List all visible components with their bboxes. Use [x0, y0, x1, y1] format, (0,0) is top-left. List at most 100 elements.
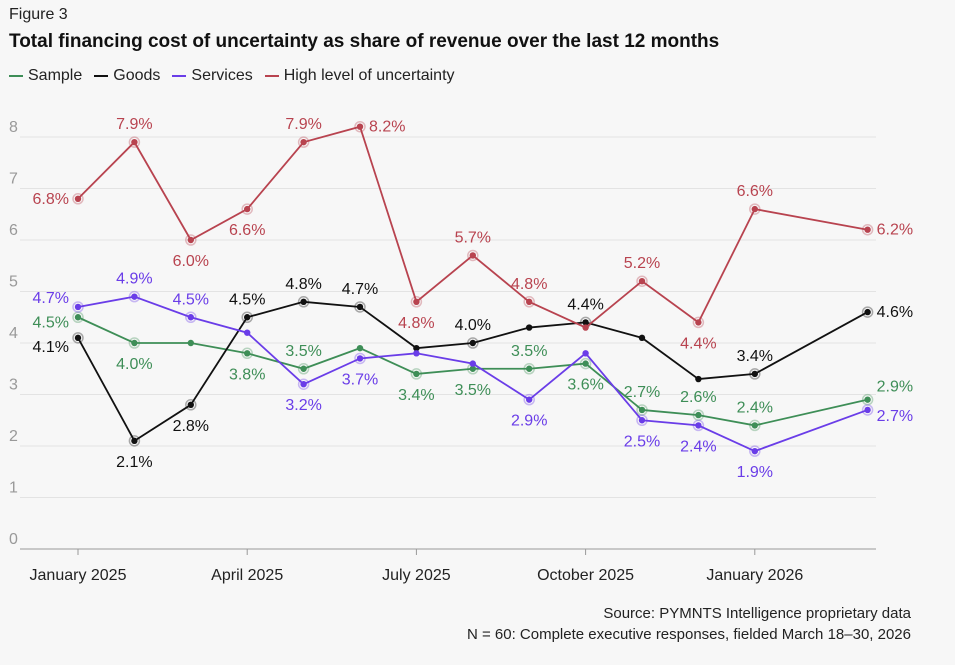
- point-halo: [128, 435, 141, 447]
- x-tick-label: January 2026: [706, 567, 803, 584]
- data-label: 6.6%: [229, 222, 265, 239]
- point-halo: [185, 234, 197, 246]
- data-point: [864, 226, 871, 233]
- point-halo: [128, 290, 141, 303]
- point-halo: [354, 120, 366, 133]
- data-point: [582, 324, 589, 331]
- data-label: 4.8%: [285, 276, 321, 293]
- data-point: [864, 308, 871, 316]
- data-label: 2.9%: [511, 413, 547, 430]
- y-tick-label: 0: [9, 531, 18, 548]
- data-label: 2.4%: [680, 438, 716, 455]
- point-halo: [861, 393, 874, 406]
- data-point: [469, 360, 476, 367]
- legend-label: High level of uncertainty: [283, 67, 455, 84]
- legend: Sample Goods Services High level of unce…: [9, 67, 455, 85]
- point-halo: [297, 296, 310, 308]
- data-label: 6.0%: [173, 253, 209, 270]
- data-label: 5.7%: [455, 229, 491, 246]
- data-label: 3.5%: [455, 382, 491, 399]
- data-point: [526, 298, 533, 305]
- data-point: [356, 344, 364, 352]
- data-point: [356, 303, 364, 311]
- data-label: 2.5%: [624, 433, 660, 450]
- point-halo: [692, 316, 705, 329]
- y-tick-label: 7: [9, 171, 18, 188]
- data-point: [695, 375, 702, 383]
- data-label: 2.9%: [877, 379, 913, 396]
- sample-note: N = 60: Complete executive responses, fi…: [466, 626, 911, 643]
- legend-swatch: [9, 75, 23, 77]
- point-halo: [861, 306, 874, 318]
- data-point: [356, 123, 364, 130]
- data-point: [413, 298, 420, 305]
- source-note: Source: PYMNTS Intelligence proprietary …: [467, 603, 911, 645]
- data-label: 3.8%: [229, 366, 265, 383]
- data-label: 6.6%: [737, 183, 773, 200]
- data-label: 3.5%: [511, 343, 547, 360]
- data-point: [244, 205, 251, 213]
- point-halo: [354, 301, 366, 313]
- data-point: [638, 406, 646, 414]
- y-tick-label: 6: [9, 222, 18, 239]
- data-point: [187, 339, 194, 347]
- data-label: 4.5%: [173, 291, 209, 308]
- legend-item-services: Services: [172, 67, 253, 85]
- point-halo: [579, 357, 592, 370]
- point-halo: [297, 363, 310, 375]
- x-tick-label: July 2025: [382, 567, 451, 584]
- data-point: [244, 350, 251, 357]
- data-point: [582, 360, 589, 367]
- data-label: 7.9%: [116, 116, 152, 133]
- point-halo: [749, 368, 761, 380]
- point-halo: [692, 419, 705, 432]
- data-label: 3.5%: [285, 343, 321, 360]
- source-text: Source: PYMNTS Intelligence proprietary …: [603, 605, 911, 622]
- point-halo: [636, 404, 648, 416]
- data-label: 2.7%: [624, 384, 660, 401]
- data-label: 4.6%: [877, 304, 913, 321]
- series-line-3: [77, 125, 868, 329]
- data-point: [187, 401, 194, 408]
- point-halo: [410, 368, 423, 380]
- data-label: 4.4%: [567, 296, 603, 313]
- point-halo: [749, 419, 761, 432]
- data-point: [864, 396, 871, 403]
- data-label: 4.8%: [398, 315, 434, 332]
- data-point: [526, 324, 533, 331]
- legend-item-high-uncertainty: High level of uncertainty: [264, 67, 455, 85]
- data-point: [638, 417, 646, 424]
- legend-label: Sample: [28, 67, 83, 84]
- point-halo: [749, 445, 761, 457]
- data-label: 4.1%: [33, 339, 69, 356]
- data-label: 4.9%: [116, 271, 152, 288]
- data-label: 2.6%: [680, 389, 716, 406]
- data-label: 4.7%: [342, 281, 378, 298]
- x-tick-label: October 2025: [537, 567, 634, 584]
- y-tick-label: 4: [9, 325, 18, 342]
- point-halo: [185, 311, 197, 323]
- data-point: [74, 303, 82, 311]
- point-halo: [241, 203, 253, 215]
- data-point: [582, 350, 589, 357]
- data-label: 2.4%: [737, 399, 773, 416]
- data-point: [751, 205, 758, 213]
- data-point: [74, 334, 82, 342]
- data-point: [469, 339, 476, 347]
- point-halo: [72, 332, 84, 344]
- series-line-2: [77, 295, 868, 453]
- data-point: [695, 411, 702, 419]
- legend-swatch: [94, 75, 109, 77]
- data-label: 5.2%: [624, 255, 660, 272]
- data-label: 4.5%: [33, 314, 69, 331]
- data-point: [526, 396, 533, 403]
- legend-label: Goods: [113, 67, 161, 84]
- data-point: [74, 314, 82, 321]
- point-halo: [467, 249, 479, 262]
- point-halo: [128, 337, 141, 349]
- y-tick-label: 3: [9, 377, 18, 394]
- figure-label: Figure 3: [9, 6, 68, 23]
- data-label: 6.2%: [877, 222, 913, 239]
- data-label: 4.5%: [229, 291, 265, 308]
- legend-swatch: [264, 75, 279, 77]
